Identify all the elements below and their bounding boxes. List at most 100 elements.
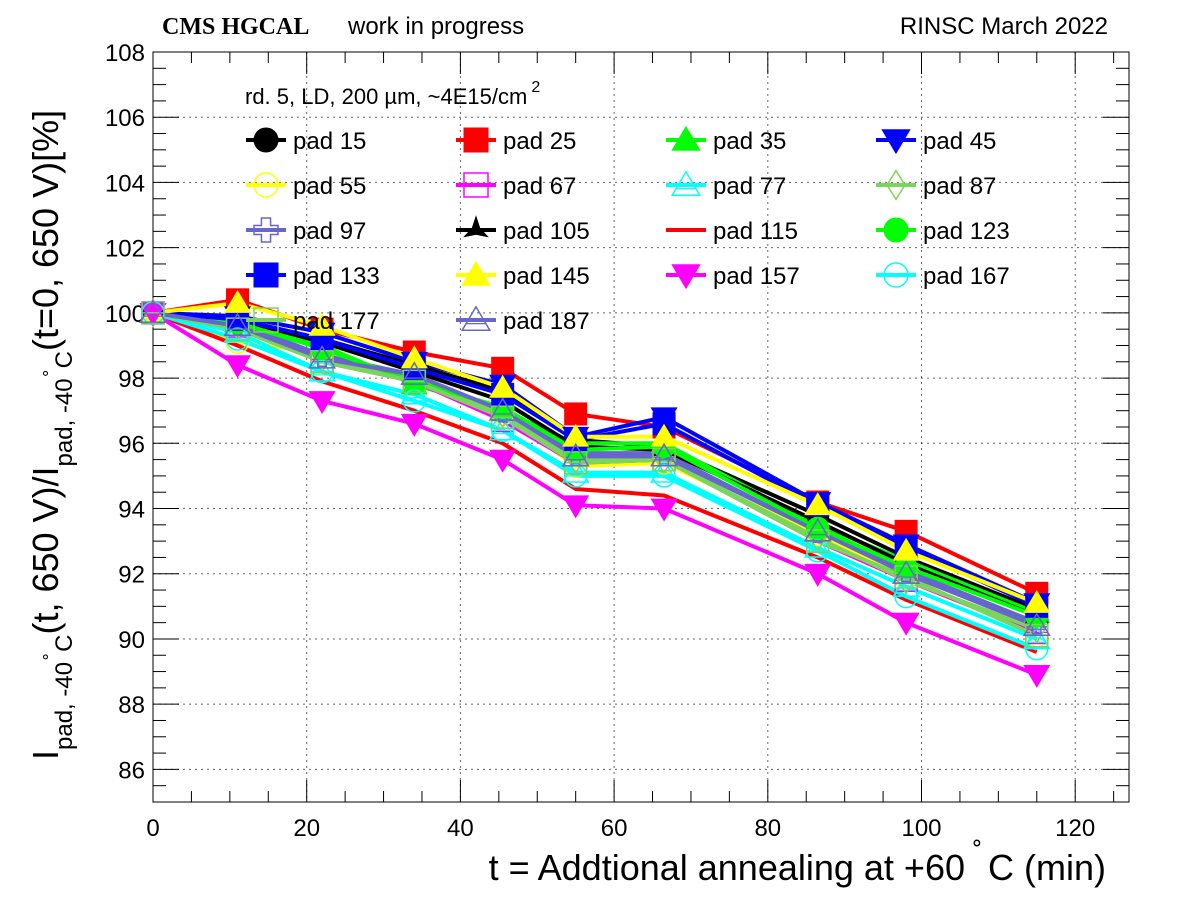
y-tick-label: 100	[105, 301, 145, 328]
legend: rd. 5, LD, 200 µm, ~4E15/cm 2 pad 15 pad 2…	[245, 79, 1010, 335]
legend-marker	[253, 262, 279, 288]
data-point	[224, 355, 252, 379]
x-tick-label: 80	[754, 815, 781, 842]
data-point	[650, 498, 678, 522]
y-axis-I1: I	[25, 750, 66, 760]
series-markers-pad-187	[139, 299, 1051, 637]
legend-label: pad 177	[293, 308, 380, 335]
x-axis-title: t = Addtional annealing at +60	[489, 847, 965, 888]
experiment-label: CMS HGCAL	[162, 14, 309, 40]
data-point	[400, 361, 429, 385]
y-tick-label: 102	[105, 236, 145, 263]
legend-marker	[883, 217, 909, 243]
data-point	[562, 495, 590, 519]
x-axis-title-tail: C (min)	[988, 847, 1106, 888]
legend-marker	[253, 127, 279, 153]
data-point	[562, 423, 590, 447]
data-point	[1023, 664, 1051, 688]
legend-entry: pad 105	[456, 215, 590, 245]
legend-entry: pad 177	[246, 307, 380, 335]
legend-label: pad 25	[503, 128, 576, 155]
x-tick-label: 100	[901, 815, 941, 842]
legend-label: pad 145	[503, 263, 590, 290]
legend-entry: pad 145	[456, 260, 590, 290]
y-tick-label: 108	[105, 40, 145, 67]
y-axis-mid: (t, 650 V)/I	[25, 466, 66, 634]
y-axis-deg2: ∘	[37, 368, 54, 378]
legend-label: pad 167	[923, 263, 1010, 290]
data-point	[561, 459, 590, 483]
status-label: work in progress	[347, 13, 524, 40]
data-point	[308, 344, 337, 369]
legend-marker	[671, 264, 701, 290]
data-point	[892, 612, 920, 636]
plot-area: 0 20 40 60 80 100 120 86 88 90 92 94 96 98 100 102 104 10…	[105, 40, 1130, 842]
data-point	[308, 312, 336, 336]
legend-label: pad 97	[293, 218, 366, 245]
legend-marker	[886, 169, 906, 201]
legend-entry: pad 25	[456, 127, 576, 155]
data-point	[804, 563, 832, 587]
legend-marker	[463, 127, 489, 153]
legend-label: pad 55	[293, 173, 366, 200]
legend-entry: pad 35	[666, 125, 786, 155]
data-point	[489, 449, 517, 473]
data-point	[308, 391, 336, 414]
y-tick-label: 86	[118, 757, 145, 784]
legend-entry: pad 187	[456, 305, 590, 335]
y-axis-sub1: pad, -40	[51, 662, 78, 750]
legend-label: pad 187	[503, 308, 590, 335]
series-line	[152, 310, 1038, 638]
y-tick-label: 98	[118, 366, 145, 393]
series-line	[152, 310, 1038, 651]
legend-entry: pad 167	[876, 262, 1010, 290]
y-axis-deg1: ∘	[37, 652, 54, 662]
series-pad-145	[152, 301, 1038, 605]
legend-entry: pad 15	[246, 127, 366, 155]
legend-marker	[463, 215, 489, 238]
data-point	[803, 534, 832, 558]
series-line	[152, 301, 1038, 605]
legend-marker	[253, 217, 279, 243]
legend-header-sup: 2	[531, 79, 540, 96]
x-tick-label: 40	[447, 815, 474, 842]
data-point	[400, 345, 428, 369]
legend-entry: pad 123	[876, 217, 1010, 245]
data-point	[803, 517, 832, 542]
y-tick-label: 88	[118, 692, 145, 719]
series-pad-187	[152, 310, 1038, 628]
x-tick-label: 0	[146, 815, 159, 842]
legend-label: pad 35	[713, 128, 786, 155]
header-right-label: RINSC March 2022	[900, 13, 1108, 40]
y-axis-sub2: pad, -40	[51, 378, 78, 466]
y-tick-label: 90	[118, 627, 145, 654]
legend-marker	[671, 125, 701, 151]
data-point	[650, 423, 678, 447]
y-tick-label: 106	[105, 105, 145, 132]
data-point	[564, 402, 588, 426]
x-axis-degree: ∘	[970, 830, 984, 855]
data-point	[308, 357, 337, 382]
data-point	[488, 397, 517, 421]
data-point	[806, 516, 830, 540]
data-point	[804, 492, 832, 516]
legend-label: pad 133	[293, 263, 380, 290]
legend-entry: pad 77	[666, 170, 786, 200]
legend-label: pad 123	[923, 218, 1010, 245]
data-point	[1022, 612, 1051, 637]
legend-label: pad 45	[923, 128, 996, 155]
series-pad-177	[152, 310, 1038, 638]
series-line	[152, 311, 1038, 654]
legend-entry: pad 55	[246, 172, 366, 200]
x-tick-label: 120	[1055, 815, 1095, 842]
data-point	[650, 442, 679, 467]
series-markers-pad-145	[139, 290, 1051, 613]
legend-entry: pad 45	[876, 128, 996, 155]
legend-header: rd. 5, LD, 200 µm, ~4E15/cm 2	[245, 79, 540, 109]
y-axis-title: Ipad, -40∘C(t, 650 V)/Ipad, -40∘C(t=0, 6…	[25, 110, 78, 760]
x-tick-label: 20	[293, 815, 320, 842]
data-point	[139, 299, 167, 323]
legend-marker	[461, 260, 491, 286]
legend-label: pad 77	[713, 173, 786, 200]
